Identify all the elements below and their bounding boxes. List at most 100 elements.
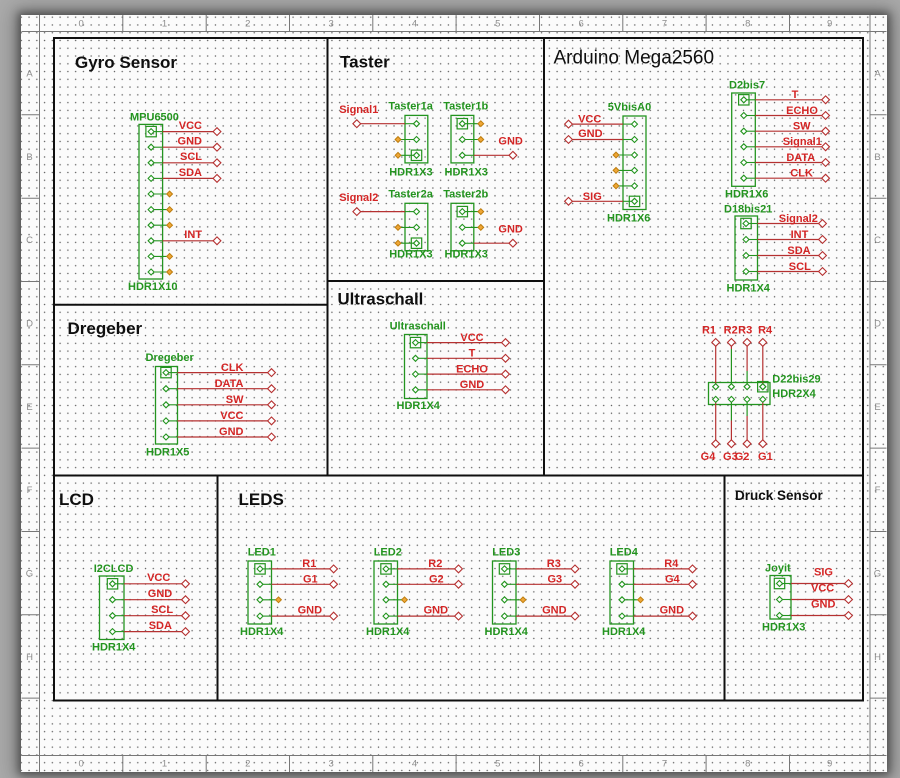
svg-text:R4: R4 xyxy=(664,558,679,570)
svg-text:Druck Sensor: Druck Sensor xyxy=(735,488,824,503)
svg-text:GND: GND xyxy=(660,604,685,616)
svg-text:6: 6 xyxy=(578,759,583,770)
svg-text:R1: R1 xyxy=(302,558,316,570)
svg-text:D: D xyxy=(26,319,33,330)
svg-text:HDR1X4: HDR1X4 xyxy=(602,626,646,638)
svg-text:G3: G3 xyxy=(548,573,563,585)
svg-text:D2bis7: D2bis7 xyxy=(729,80,765,92)
svg-text:5: 5 xyxy=(495,19,500,30)
svg-text:G3: G3 xyxy=(723,451,738,463)
svg-text:2: 2 xyxy=(245,759,250,770)
svg-text:Arduino Mega2560: Arduino Mega2560 xyxy=(554,48,715,69)
svg-text:C: C xyxy=(26,235,33,246)
svg-text:MPU6500: MPU6500 xyxy=(130,112,179,124)
svg-text:3: 3 xyxy=(329,19,334,30)
svg-text:R3: R3 xyxy=(547,558,561,570)
svg-text:INT: INT xyxy=(791,229,809,241)
svg-text:CLK: CLK xyxy=(790,168,813,180)
svg-text:Ultraschall: Ultraschall xyxy=(390,321,446,333)
svg-text:GND: GND xyxy=(424,604,449,616)
svg-text:GND: GND xyxy=(298,604,323,616)
svg-text:LEDS: LEDS xyxy=(239,490,284,509)
svg-text:5VbisA0: 5VbisA0 xyxy=(608,102,651,114)
svg-text:SDA: SDA xyxy=(787,245,810,257)
svg-text:G1: G1 xyxy=(758,451,773,463)
svg-text:G1: G1 xyxy=(303,573,318,585)
svg-text:3: 3 xyxy=(329,759,334,770)
svg-text:7: 7 xyxy=(662,759,667,770)
svg-text:R2: R2 xyxy=(428,558,442,570)
svg-text:R2: R2 xyxy=(724,325,738,337)
svg-text:F: F xyxy=(875,485,881,496)
svg-text:Joyit: Joyit xyxy=(765,563,791,575)
svg-text:GND: GND xyxy=(498,223,523,235)
svg-text:HDR1X5: HDR1X5 xyxy=(146,447,189,459)
svg-text:T: T xyxy=(792,89,799,101)
svg-text:VCC: VCC xyxy=(578,114,601,126)
svg-text:LED2: LED2 xyxy=(374,547,402,559)
svg-text:LED4: LED4 xyxy=(610,547,639,559)
svg-text:LCD: LCD xyxy=(59,490,94,509)
svg-text:GND: GND xyxy=(148,588,173,600)
svg-text:HDR1X6: HDR1X6 xyxy=(607,213,650,225)
svg-text:SIG: SIG xyxy=(583,191,602,203)
svg-text:4: 4 xyxy=(412,759,417,770)
svg-text:H: H xyxy=(26,652,33,663)
svg-text:D18bis21: D18bis21 xyxy=(724,204,772,216)
svg-text:G: G xyxy=(874,568,881,579)
svg-text:INT: INT xyxy=(184,229,202,241)
svg-text:Taster2a: Taster2a xyxy=(388,189,433,201)
svg-text:GND: GND xyxy=(578,128,603,140)
svg-text:R1: R1 xyxy=(702,325,716,337)
svg-text:VCC: VCC xyxy=(220,410,243,422)
svg-text:DATA: DATA xyxy=(786,152,815,164)
svg-text:Ultraschall: Ultraschall xyxy=(338,290,424,309)
svg-text:GND: GND xyxy=(460,379,485,391)
svg-text:Gyro Sensor: Gyro Sensor xyxy=(75,53,177,72)
svg-text:VCC: VCC xyxy=(147,572,170,584)
svg-text:B: B xyxy=(26,152,32,163)
svg-text:1: 1 xyxy=(162,759,167,770)
svg-text:ECHO: ECHO xyxy=(456,364,488,376)
svg-text:R3: R3 xyxy=(738,325,752,337)
svg-text:Dregeber: Dregeber xyxy=(68,319,143,338)
svg-text:GND: GND xyxy=(498,136,523,148)
svg-text:SW: SW xyxy=(793,121,811,133)
svg-text:G2: G2 xyxy=(429,573,444,585)
svg-text:Dregeber: Dregeber xyxy=(146,352,195,364)
svg-text:T: T xyxy=(469,348,476,360)
svg-text:HDR1X3: HDR1X3 xyxy=(445,248,488,260)
svg-text:H: H xyxy=(874,652,881,663)
svg-text:I2CLCD: I2CLCD xyxy=(94,563,134,575)
svg-text:9: 9 xyxy=(827,19,832,30)
svg-text:HDR1X3: HDR1X3 xyxy=(762,622,805,634)
svg-text:DATA: DATA xyxy=(215,378,244,390)
svg-text:D: D xyxy=(874,319,881,330)
svg-text:HDR1X3: HDR1X3 xyxy=(389,167,432,179)
svg-text:SDA: SDA xyxy=(149,620,172,632)
svg-text:A: A xyxy=(26,69,33,80)
svg-text:4: 4 xyxy=(412,19,417,30)
svg-text:G4: G4 xyxy=(701,451,717,463)
svg-text:Taster2b: Taster2b xyxy=(443,189,488,201)
svg-text:Taster1b: Taster1b xyxy=(443,101,488,113)
svg-text:SCL: SCL xyxy=(151,604,173,616)
svg-text:Signal2: Signal2 xyxy=(779,213,818,225)
svg-text:HDR2X4: HDR2X4 xyxy=(772,388,816,400)
svg-text:SDA: SDA xyxy=(179,167,202,179)
svg-text:HDR1X4: HDR1X4 xyxy=(240,626,284,638)
svg-text:VCC: VCC xyxy=(179,120,202,132)
svg-text:Signal1: Signal1 xyxy=(783,136,822,148)
svg-text:VCC: VCC xyxy=(811,582,834,594)
svg-text:SIG: SIG xyxy=(814,566,833,578)
svg-text:G4: G4 xyxy=(665,573,681,585)
svg-text:Taster1a: Taster1a xyxy=(388,101,433,113)
svg-text:LED1: LED1 xyxy=(248,547,276,559)
svg-text:Signal1: Signal1 xyxy=(339,104,378,116)
svg-text:B: B xyxy=(874,152,880,163)
svg-text:HDR1X4: HDR1X4 xyxy=(485,626,529,638)
svg-text:8: 8 xyxy=(745,759,750,770)
svg-text:GND: GND xyxy=(178,136,203,148)
svg-text:E: E xyxy=(26,402,32,413)
svg-text:A: A xyxy=(874,69,881,80)
